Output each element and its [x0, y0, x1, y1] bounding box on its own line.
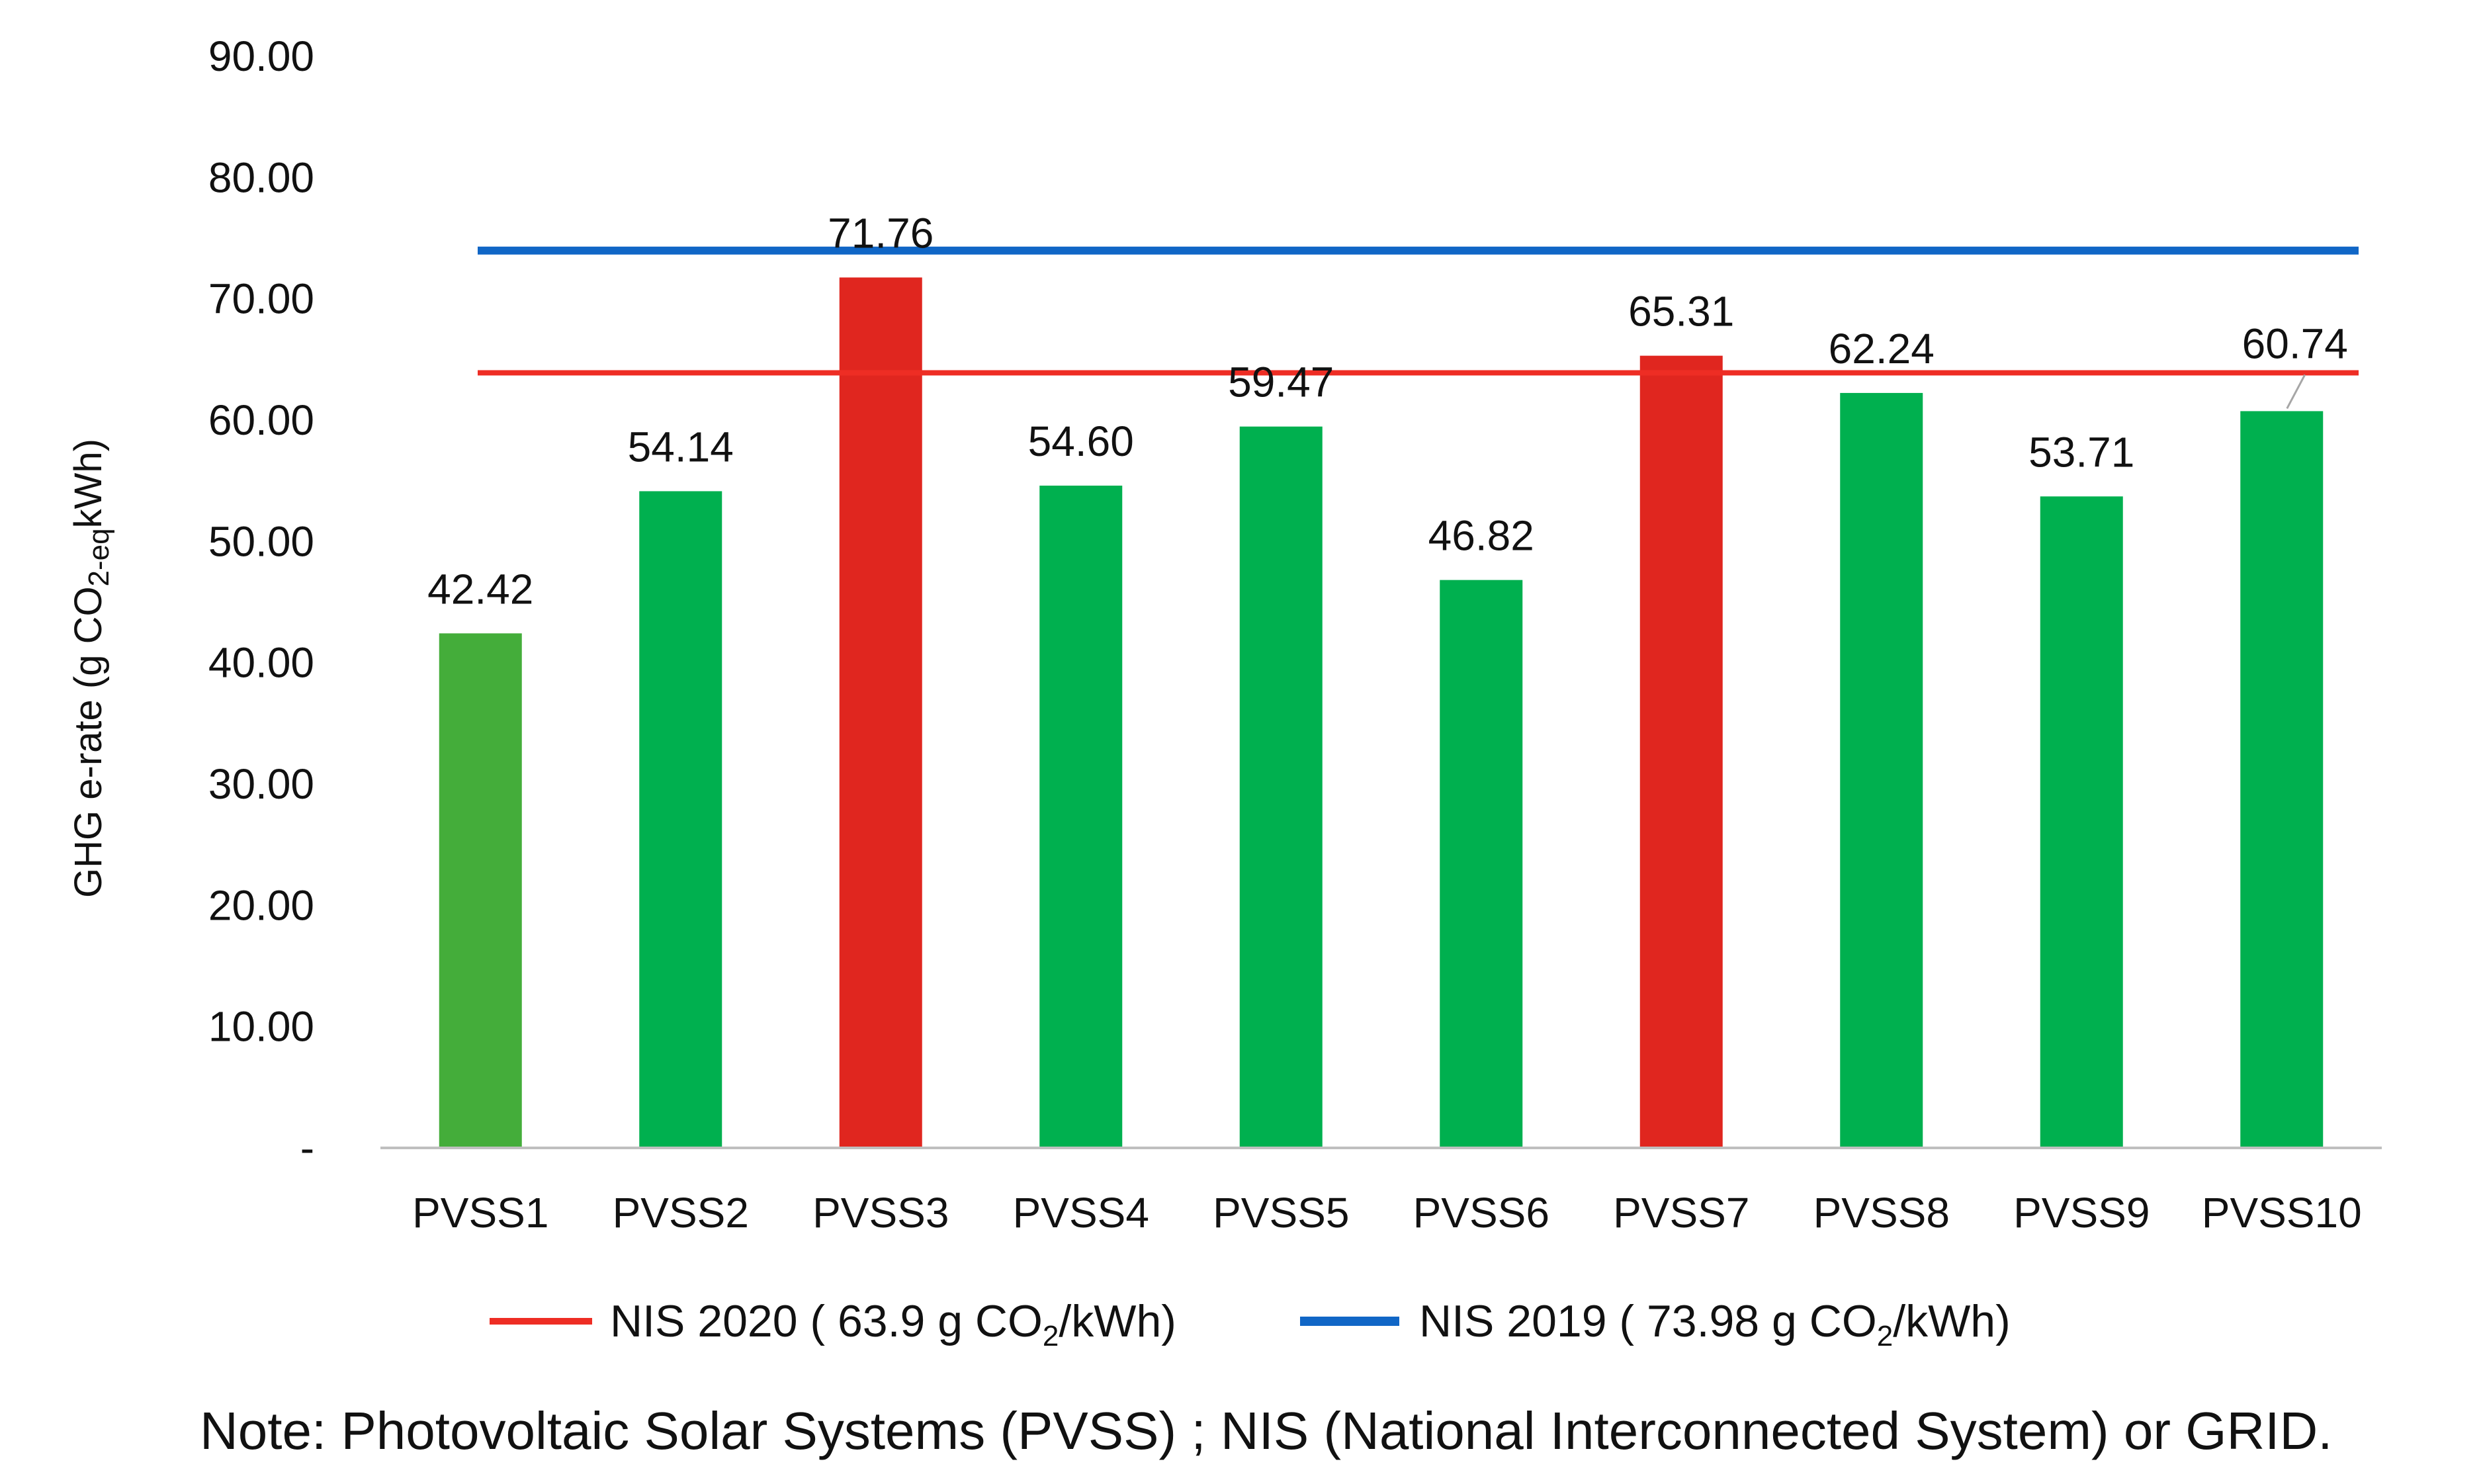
bar-pvss3	[839, 277, 922, 1148]
value-label-pvss1: 42.42	[427, 565, 533, 613]
y-tick-label: 90.00	[208, 32, 314, 80]
y-tick-label: 10.00	[208, 1003, 314, 1051]
y-tick-label: 60.00	[208, 396, 314, 444]
x-tick-label-pvss10: PVSS10	[2202, 1189, 2362, 1237]
value-label-pvss5: 59.47	[1228, 359, 1334, 406]
y-tick-label: 40.00	[208, 639, 314, 687]
category-labels: PVSS1 PVSS2 PVSS3 PVSS4 PVSS5 PVSS6 PVSS7 PVSS8…	[412, 1189, 2362, 1237]
bar-pvss4	[1039, 486, 1123, 1148]
y-axis-ticks: 90.00 80.00 70.00 60.00 50.00 40.00 30.00 20.00…	[208, 32, 314, 1172]
y-tick-label: 70.00	[208, 275, 314, 323]
bar-pvss7	[1639, 355, 1723, 1148]
x-tick-label-pvss8: PVSS8	[1813, 1189, 1950, 1237]
bars	[439, 277, 2324, 1148]
y-tick-label: -	[300, 1124, 314, 1172]
bar-pvss8	[1840, 392, 1923, 1148]
value-label-pvss3: 71.76	[828, 209, 934, 257]
bar-pvss1	[439, 633, 522, 1148]
legend-label-nis-2019: NIS 2019 ( 73.98 g CO2/kWh)	[1419, 1296, 2011, 1352]
x-tick-label-pvss3: PVSS3	[812, 1189, 949, 1237]
x-tick-label-pvss6: PVSS6	[1413, 1189, 1549, 1237]
bar-pvss10	[2240, 411, 2324, 1148]
value-label-pvss9: 53.71	[2028, 428, 2134, 476]
x-tick-label-pvss9: PVSS9	[2013, 1189, 2150, 1237]
y-axis-label: GHG e-rate (g CO2-eqkWh)	[67, 439, 114, 898]
value-labels: 42.42 54.14 71.76 54.60 59.47 46.82 65.31 62.24…	[427, 209, 2348, 613]
value-label-pvss8: 62.24	[1829, 325, 1935, 372]
bar-pvss2	[639, 491, 722, 1148]
bar-pvss5	[1239, 426, 1323, 1148]
bar-pvss9	[2040, 496, 2123, 1148]
x-tick-label-pvss2: PVSS2	[613, 1189, 749, 1237]
bar-pvss6	[1440, 580, 1523, 1148]
reference-lines	[478, 246, 2359, 376]
legend: NIS 2020 ( 63.9 g CO2/kWh) NIS 2019 ( 73…	[490, 1296, 2011, 1352]
x-tick-label-pvss1: PVSS1	[412, 1189, 548, 1237]
x-tick-label-pvss7: PVSS7	[1613, 1189, 1749, 1237]
value-label-pvss10: 60.74	[2242, 320, 2348, 367]
value-label-leader	[2286, 374, 2306, 410]
value-label-pvss4: 54.60	[1028, 417, 1134, 465]
y-tick-label: 50.00	[208, 517, 314, 565]
figure-note: Note: Photovoltaic Solar Systems (PVSS) …	[200, 1401, 2332, 1460]
svg-text:GHG e-rate (g CO2-eqkWh): GHG e-rate (g CO2-eqkWh)	[67, 439, 114, 898]
y-tick-label: 20.00	[208, 881, 314, 929]
y-tick-label: 80.00	[208, 153, 314, 201]
value-label-pvss6: 46.82	[1428, 512, 1534, 560]
value-label-pvss7: 65.31	[1628, 288, 1734, 335]
legend-label-nis-2020: NIS 2020 ( 63.9 g CO2/kWh)	[610, 1296, 1176, 1352]
y-tick-label: 30.00	[208, 760, 314, 808]
x-tick-label-pvss5: PVSS5	[1213, 1189, 1349, 1237]
value-label-pvss2: 54.14	[628, 423, 734, 470]
x-tick-label-pvss4: PVSS4	[1013, 1189, 1149, 1237]
